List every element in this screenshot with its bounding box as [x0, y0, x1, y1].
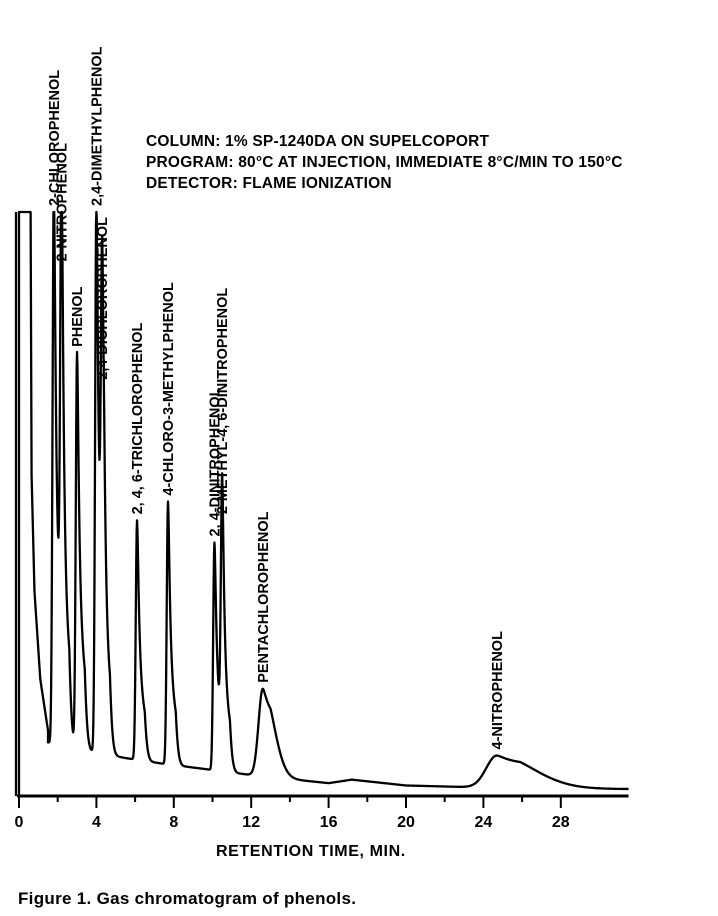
peak-label: PENTACHLOROPHENOL — [256, 511, 272, 682]
peak-label: 2,4-DIMETHYLPHENOL — [89, 46, 105, 206]
program-condition: PROGRAM: 80°C AT INJECTION, IMMEDIATE 8°… — [146, 154, 623, 171]
peak-label: 2, 4, 6-TRICHLOROPHENOL — [130, 323, 146, 515]
x-tick-label: 0 — [15, 814, 24, 831]
x-tick-label: 8 — [169, 814, 178, 831]
x-tick-label: 20 — [397, 814, 415, 831]
signal-trace — [17, 210, 630, 796]
x-axis-title: RETENTION TIME, MIN. — [216, 843, 406, 860]
figure-caption: Figure 1. Gas chromatogram of phenols. — [18, 889, 357, 908]
x-tick-label: 12 — [242, 814, 260, 831]
peak-label: 4-NITROPHENOL — [490, 631, 506, 750]
x-tick-label: 28 — [552, 814, 570, 831]
x-tick-label: 4 — [92, 814, 101, 831]
x-axis: 0 4 8 12 16 20 24 28 — [15, 794, 629, 831]
peak-label: 4-CHLORO-3-METHYLPHENOL — [161, 282, 177, 496]
peak-label: 2-NITROPHENOL — [55, 143, 71, 262]
x-tick-label: 24 — [475, 814, 493, 831]
detector-condition: DETECTOR: FLAME IONIZATION — [146, 175, 392, 192]
chromatogram-trace — [14, 210, 630, 796]
column-condition: COLUMN: 1% SP-1240DA ON SUPELCOPORT — [146, 133, 490, 150]
peak-label: 2-METHYL-4, 6-DINITROPHENOL — [215, 288, 231, 515]
peak-label: PHENOL — [70, 286, 86, 347]
x-tick-label: 16 — [320, 814, 338, 831]
conditions-block: COLUMN: 1% SP-1240DA ON SUPELCOPORT PROG… — [146, 131, 623, 194]
peak-label: 2,4-DICHLOROPHENOL — [95, 217, 111, 380]
peak-label: 2-CHLOROPHENOL — [47, 70, 63, 206]
peak-label: 2, 4-DINITROPHENOL — [207, 387, 223, 536]
